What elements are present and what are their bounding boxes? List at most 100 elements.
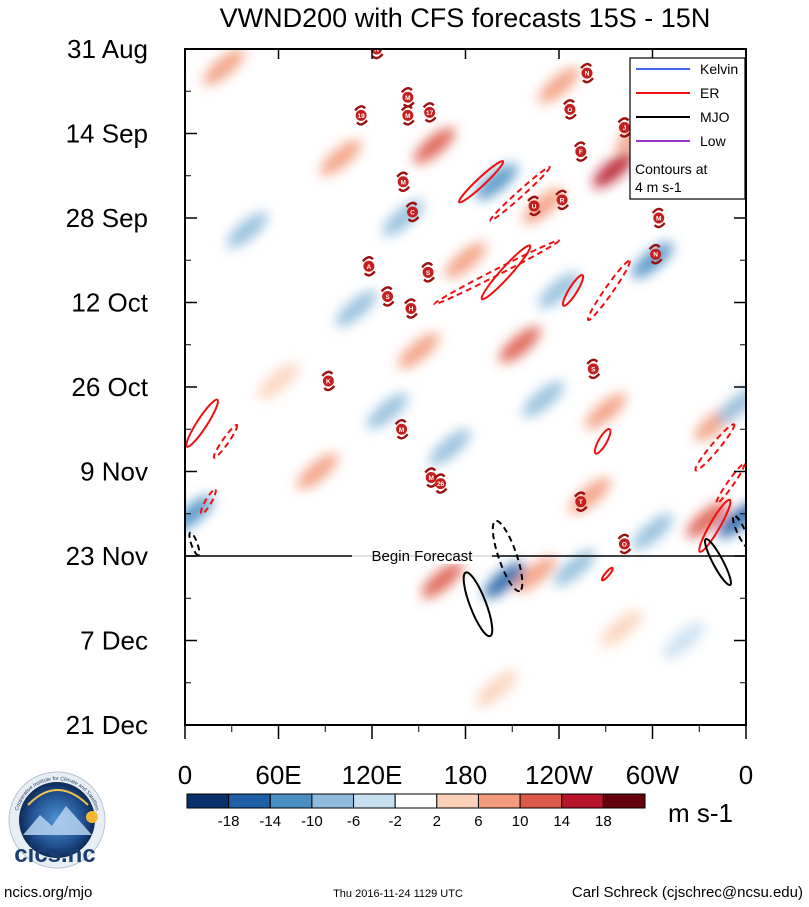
footer-author: Carl Schreck (cjschrec@ncsu.edu) (572, 884, 803, 901)
x-tick-label: 0 (178, 760, 192, 790)
anomaly-patch (413, 127, 456, 164)
storm-dot (425, 472, 437, 484)
storm-swirl-icon (404, 298, 418, 319)
colorbar-tick-label: 2 (433, 813, 441, 830)
anomaly-patch (257, 362, 300, 400)
storm-id-label: S (426, 270, 431, 277)
storm-id-label: N (374, 47, 379, 54)
storm-id-label: 17 (426, 110, 434, 117)
storm-swirl-icon (380, 286, 395, 307)
y-tick-label: 28 Sep (66, 203, 148, 233)
storm-marker: 19 (354, 105, 369, 126)
logo-mountains-icon (23, 806, 92, 835)
storm-dot (575, 146, 587, 158)
er-contour (199, 488, 217, 515)
storm-dot (653, 212, 665, 224)
anomaly-patch (296, 453, 339, 490)
storm-swirl-icon (422, 102, 437, 123)
anomaly-patch (499, 326, 541, 363)
storm-swirl-icon (354, 105, 369, 126)
storm-id-label: F (579, 149, 583, 156)
storm-swirl-icon (394, 418, 409, 440)
legend-mjo-label: MJO (700, 109, 730, 125)
storm-id-label: M (405, 95, 410, 102)
colorbar-tick-label: -18 (218, 813, 240, 830)
chart-title: VWND200 with CFS forecasts 15S - 15N (220, 3, 711, 33)
er-contour (600, 566, 614, 582)
anomaly-patch (475, 163, 518, 200)
storm-dot (618, 538, 630, 550)
storm-dot (556, 194, 568, 206)
storm-dot (371, 49, 383, 55)
storm-marker: N (371, 47, 384, 60)
storm-dot (618, 121, 630, 133)
begin-forecast-label: Begin Forecast (372, 548, 474, 565)
colorbar-swatch (561, 793, 604, 809)
anomaly-patch (483, 562, 526, 599)
storm-dot (424, 106, 436, 118)
colorbar-units: m s-1 (668, 798, 733, 828)
storm-id-label: U (532, 203, 537, 210)
storm-marker: S (380, 286, 395, 307)
y-axis: 31 Aug 14 Sep 28 Sep 12 Oct 26 Oct 9 Nov 23 No… (66, 34, 746, 740)
colorbar-swatch (602, 793, 646, 809)
er-contour (698, 498, 732, 553)
legend-contour-note-1: Contours at (635, 161, 707, 177)
storm-marker: U (527, 195, 541, 217)
storm-id-label: C (410, 209, 415, 216)
anomaly-patch (592, 151, 635, 188)
storm-marker: A (361, 256, 376, 277)
storm-marker: M (651, 207, 666, 229)
storm-swirl-icon (555, 189, 570, 211)
x-axis: 0 60E 120E 180 120W 60W 0 (178, 49, 753, 790)
legend-contour-note-2: 4 m s-1 (635, 179, 682, 195)
colorbar-swatch (228, 793, 271, 809)
storm-id-label: M (405, 113, 410, 120)
storm-dot (405, 303, 417, 315)
er-contour (433, 239, 561, 306)
colorbar-swatch (519, 793, 563, 809)
x-tick-label: 120W (525, 760, 593, 790)
er-contour (694, 423, 736, 472)
er-contour (715, 462, 746, 505)
storm-id-label: S (591, 366, 596, 373)
storm-marker: K (321, 370, 336, 392)
storm-dot (402, 91, 414, 103)
storm-dot (355, 109, 367, 121)
colorbar-swatch (311, 793, 355, 809)
logo-arc-icon (27, 789, 89, 806)
storm-id-label: R (560, 197, 565, 204)
colorbar-tick-label: 14 (553, 813, 570, 830)
y-tick-label: 21 Dec (66, 710, 148, 740)
er-contour (561, 274, 585, 307)
anomaly-patch (522, 380, 565, 418)
colorbar-swatch (269, 793, 313, 809)
storm-swirl-icon (433, 473, 448, 494)
legend-er-label: ER (700, 85, 719, 101)
storm-dot (581, 67, 593, 79)
anomaly-patch (631, 242, 674, 279)
storm-dot (587, 363, 599, 375)
storm-id-label: K (326, 378, 331, 385)
storm-marker: N (648, 243, 663, 265)
anomaly-patch (553, 549, 596, 587)
storm-dot (422, 266, 434, 278)
cicsnc-logo: Cooperative Institute for Climate and Sa… (8, 771, 106, 869)
storm-id-label: S (385, 294, 390, 301)
storm-marker: O (562, 99, 577, 120)
storm-dot (322, 375, 334, 387)
er-contour (457, 160, 505, 204)
storm-swirl-icon (651, 207, 666, 229)
storm-dot (397, 176, 409, 188)
storm-id-label: M (429, 475, 434, 482)
storm-marker: S (421, 262, 436, 283)
y-tick-label: 26 Oct (71, 372, 148, 402)
storm-swirl-icon (562, 99, 577, 120)
storm-swirl-icon (400, 105, 415, 126)
anomaly-patch (514, 556, 557, 593)
storm-marker: M (394, 418, 409, 440)
storm-marker: 17 (422, 102, 437, 123)
logo-sun-icon (86, 811, 98, 823)
storm-marker: M (400, 105, 415, 126)
legend-box (629, 57, 746, 200)
